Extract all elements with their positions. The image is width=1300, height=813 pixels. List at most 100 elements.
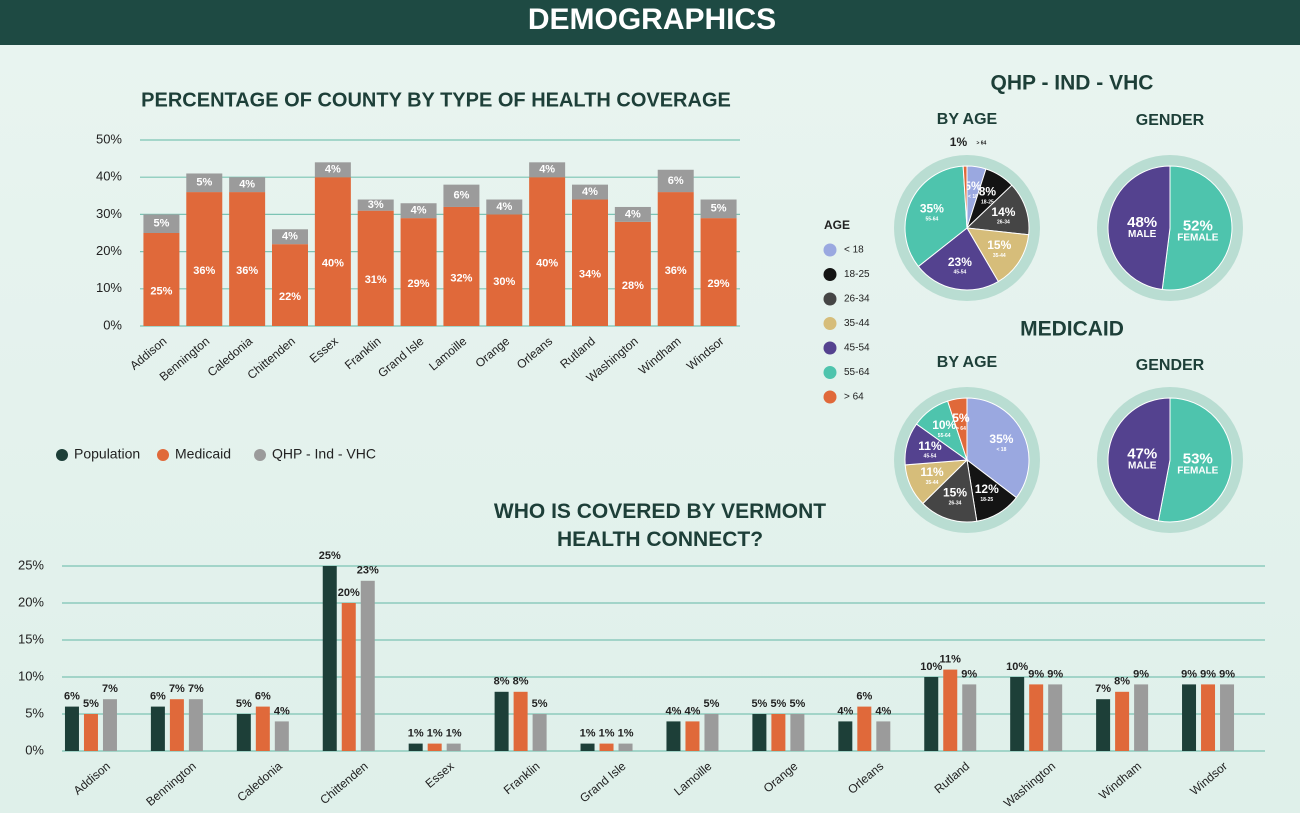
value-label: 1% [446, 728, 462, 740]
x-tick-label: Franklin [501, 759, 543, 797]
page-title: DEMOGRAPHICS [528, 3, 776, 36]
value-label: 5% [196, 177, 212, 189]
value-label: 5% [704, 698, 720, 710]
legend-marker [823, 390, 837, 404]
bar [1220, 684, 1235, 751]
legend-label: 45-54 [844, 343, 870, 354]
chart-title: PERCENTAGE OF COUNTY BY TYPE OF HEALTH C… [141, 89, 731, 111]
pie-slice [966, 397, 1030, 499]
bar [599, 743, 614, 751]
bar-segment [143, 233, 180, 326]
bar [1029, 684, 1044, 751]
value-label: 23% [357, 565, 379, 577]
slice-label: 35% [920, 202, 944, 216]
bar [64, 706, 79, 751]
slice-category: < 18 [968, 194, 978, 200]
value-label: 3% [368, 199, 384, 211]
bar [150, 706, 165, 751]
bar [790, 714, 805, 751]
value-label: 1% [408, 728, 424, 740]
value-label: 8% [513, 676, 529, 688]
bar-segment [229, 192, 266, 326]
slice-category: 18-25 [980, 497, 993, 503]
x-tick-label: Windsor [1187, 759, 1230, 798]
bar [962, 684, 977, 751]
value-label: 6% [453, 190, 469, 202]
value-label: 4% [274, 705, 290, 717]
legend-marker [823, 317, 837, 330]
bar [322, 566, 337, 751]
bar [408, 743, 423, 751]
value-label: 4% [582, 186, 598, 198]
value-label: 1% [427, 728, 443, 740]
bar-segment [314, 177, 351, 326]
value-label: 9% [1181, 668, 1197, 680]
bar [685, 721, 700, 751]
x-tick-label: Grand Isle [375, 334, 427, 381]
x-tick-label: Orleans [845, 759, 886, 797]
value-label: 8% [494, 676, 510, 688]
y-tick-label: 0% [103, 317, 122, 332]
slice-label: 8% [979, 185, 997, 199]
bar-segment [357, 199, 394, 211]
bar [618, 743, 633, 751]
x-tick-label: Caledonia [234, 759, 285, 805]
legend-label: 55-64 [844, 367, 870, 378]
bar [1134, 684, 1149, 751]
value-label: 31% [365, 274, 387, 286]
bar-segment [486, 214, 523, 326]
legend-title: AGE [824, 218, 850, 232]
value-label: 36% [665, 265, 687, 277]
value-label: 4% [325, 164, 341, 176]
pie-slice [917, 227, 999, 291]
bar-segment [614, 206, 651, 222]
bar-segment [443, 206, 480, 326]
pie-slice [904, 165, 968, 268]
y-tick-label: 25% [18, 557, 44, 572]
pie-slice [962, 165, 968, 229]
slice-label: 15% [987, 238, 1011, 252]
bar-segment [272, 244, 308, 326]
pie-slice [947, 397, 968, 461]
legend-marker [823, 268, 837, 281]
value-label: 36% [236, 265, 258, 277]
value-label: 5% [751, 698, 767, 710]
x-tick-label: Chittenden [245, 334, 298, 382]
bar-segment [357, 210, 394, 326]
slice-category: 45-54 [953, 270, 966, 276]
value-label: 40% [536, 258, 558, 270]
value-label: 4% [539, 164, 555, 176]
value-label: 7% [188, 683, 204, 695]
value-label: 5% [770, 698, 786, 710]
value-label: 6% [668, 175, 684, 187]
value-label: 1% [599, 728, 615, 740]
slice-category: MALE [1128, 229, 1157, 240]
bar-segment [700, 218, 737, 326]
value-label: 6% [255, 691, 271, 703]
pie-slice [1157, 397, 1233, 523]
bar [446, 743, 461, 751]
bar [188, 699, 203, 751]
bar-segment [529, 162, 566, 178]
value-label: 25% [150, 285, 172, 297]
value-label: 20% [338, 587, 360, 599]
x-tick-label: Orange [761, 759, 801, 796]
chart-title: WHO IS COVERED BY VERMONT HEALTH CONNECT… [493, 500, 827, 551]
bar-segment [572, 184, 608, 200]
bar [1096, 699, 1111, 751]
pie-slice [965, 184, 1030, 236]
legend-marker [823, 366, 837, 379]
bar-segment [657, 192, 694, 326]
x-tick-label: Windham [1096, 759, 1144, 802]
header-bar [0, 0, 1300, 45]
value-label: 7% [102, 683, 118, 695]
bar-segment [314, 162, 351, 178]
legend-label: Population [74, 446, 140, 462]
legend-label: 35-44 [844, 318, 870, 329]
bar-segment [400, 218, 437, 326]
bar [274, 721, 289, 751]
slice-label: 10% [932, 418, 956, 432]
slice-category: 55-64 [938, 433, 951, 439]
